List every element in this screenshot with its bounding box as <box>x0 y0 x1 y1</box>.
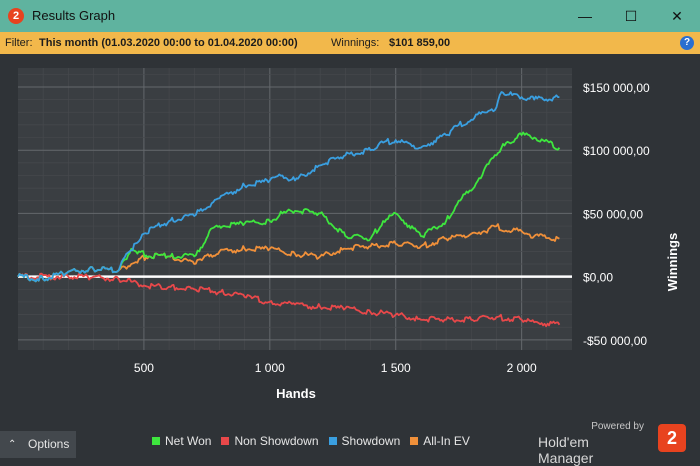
x-tick-label: 2 000 <box>507 361 537 375</box>
brand-name: Hold'em Manager <box>538 434 594 466</box>
chart-legend: Net Won Non Showdown Showdown All-In EV <box>152 434 480 450</box>
grid <box>18 68 572 350</box>
filter-value[interactable]: This month (01.03.2020 00:00 to 01.04.20… <box>39 37 298 49</box>
results-chart: $150 000,00 $100 000,00 $50 000,00 $0,00 -$5… <box>0 54 700 434</box>
app-logo-icon: 2 <box>8 8 24 24</box>
options-button[interactable]: ⌃ Options <box>0 431 76 458</box>
minimize-button[interactable]: — <box>578 8 592 24</box>
series-line-showdown <box>17 91 560 283</box>
maximize-button[interactable]: ☐ <box>624 8 638 24</box>
x-tick-labels: 500 1 000 1 500 2 000 <box>134 361 537 375</box>
winnings-value: $101 859,00 <box>389 37 451 49</box>
title-bar[interactable]: 2 Results Graph — ☐ ✕ <box>0 0 700 32</box>
y-tick-label: $150 000,00 <box>583 81 650 95</box>
x-tick-label: 1 000 <box>255 361 285 375</box>
x-tick-label: 500 <box>134 361 154 375</box>
legend-label: All-In EV <box>423 434 470 448</box>
brand-block: Powered by Hold'em Manager 2 <box>538 420 688 466</box>
legend-item-non-showdown[interactable]: Non Showdown <box>221 434 319 448</box>
window-title: Results Graph <box>32 8 116 23</box>
y-tick-labels: $150 000,00 $100 000,00 $50 000,00 $0,00 -$5… <box>583 81 650 348</box>
legend-label: Net Won <box>165 434 212 448</box>
legend-swatch <box>410 437 419 445</box>
x-tick-label: 1 500 <box>381 361 411 375</box>
legend-item-all-in-ev[interactable]: All-In EV <box>410 434 470 448</box>
y-tick-label: $0,00 <box>583 271 613 285</box>
y-axis-title: Winnings <box>665 233 680 291</box>
series-layer <box>17 91 561 328</box>
chevron-up-icon: ⌃ <box>8 439 17 450</box>
filter-label: Filter: <box>5 37 33 49</box>
y-tick-label: $50 000,00 <box>583 207 643 221</box>
legend-swatch <box>152 437 160 445</box>
legend-swatch <box>221 437 230 445</box>
legend-swatch <box>328 437 337 445</box>
close-button[interactable]: ✕ <box>671 8 683 24</box>
holdem-manager-logo: 2 <box>658 424 686 452</box>
legend-item-net-won[interactable]: Net Won <box>152 434 211 448</box>
y-tick-label: $100 000,00 <box>583 144 650 158</box>
series-line-non-showdown <box>17 272 561 328</box>
filter-bar: Filter: This month (01.03.2020 00:00 to … <box>0 32 700 54</box>
legend-label: Showdown <box>341 434 401 448</box>
legend-label: Non Showdown <box>234 434 319 448</box>
y-tick-label: -$50 000,00 <box>583 334 647 348</box>
winnings-label: Winnings: <box>331 37 380 49</box>
powered-by-text: Powered by <box>591 421 644 432</box>
legend-item-showdown[interactable]: Showdown <box>328 434 401 448</box>
options-label: Options <box>28 437 70 451</box>
help-icon[interactable]: ? <box>680 36 694 50</box>
x-axis-title: Hands <box>276 386 316 401</box>
